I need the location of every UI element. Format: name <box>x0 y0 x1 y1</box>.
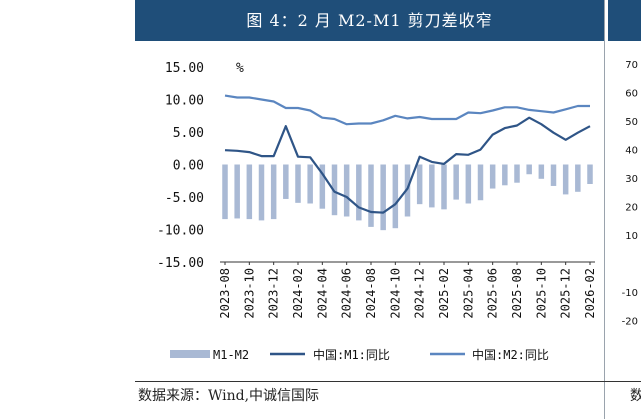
bar-m1-m2 <box>356 164 362 221</box>
bar-m1-m2 <box>587 164 593 184</box>
x-tick-label: 2026-02 <box>583 268 597 319</box>
chart-title: 图 4：2 月 M2-M1 剪刀差收窄 <box>246 11 493 30</box>
legend-label-m1: 中国:M1:同比 <box>313 347 390 362</box>
x-tick-label: 2024-12 <box>413 268 427 319</box>
bar-m1-m2 <box>429 164 435 208</box>
x-tick-label: 2025-10 <box>534 268 548 319</box>
bar-m1-m2 <box>550 164 557 186</box>
bar-m1-m2 <box>222 164 228 220</box>
right-chart-y-tick: 10 <box>625 231 638 242</box>
bar-m1-m2 <box>380 164 386 231</box>
line-m2-yoy <box>224 94 590 126</box>
bar-m1-m2 <box>477 164 484 201</box>
x-tick-label: 2025-08 <box>510 268 524 319</box>
bar-m1-m2 <box>526 164 532 175</box>
bar-m1-m2 <box>453 164 459 200</box>
right-chart-title-bar <box>608 0 641 41</box>
x-tick-label: 2024-06 <box>340 268 354 319</box>
legend-label-m2: 中国:M2:同比 <box>472 347 549 362</box>
bar-m1-m2 <box>489 164 496 189</box>
bar-m1-m2 <box>343 164 350 217</box>
panel-divider <box>604 0 605 419</box>
x-tick-label: 2025-12 <box>559 268 573 319</box>
legend-label-m1-m2: M1-M2 <box>213 348 249 362</box>
bar-m1-m2 <box>270 164 277 220</box>
y-tick-label: 5.00 <box>173 126 204 141</box>
bar-m1-m2 <box>416 164 423 205</box>
right-chart-y-tick: 30 <box>625 174 638 185</box>
bar-m1-m2 <box>538 164 545 179</box>
x-tick-label: 2025-06 <box>486 268 500 319</box>
x-tick-label: 2023-12 <box>267 268 281 319</box>
bar-m1-m2 <box>575 164 581 192</box>
line-m1-yoy <box>224 116 591 214</box>
bar-m1-m2 <box>295 164 301 203</box>
right-chart-y-tick: 70 <box>625 60 638 71</box>
right-chart-y-tick: 60 <box>625 89 638 100</box>
bar-m1-m2 <box>234 164 240 219</box>
bar-m1-m2 <box>514 164 520 183</box>
source-divider <box>135 381 641 382</box>
y-tick-label: 15.00 <box>165 61 204 76</box>
bar-m1-m2 <box>392 164 399 229</box>
x-tick-label: 2024-08 <box>364 268 378 319</box>
bar-m1-m2 <box>258 164 265 221</box>
y-tick-label: -15.00 <box>157 256 204 271</box>
data-source: 数据来源：Wind,中诚信国际 <box>138 388 320 404</box>
x-tick-label: 2024-10 <box>388 268 402 319</box>
bar-m1-m2 <box>562 164 569 195</box>
x-tick-label: 2025-02 <box>437 268 451 319</box>
right-chart-y-tick: 40 <box>625 146 638 157</box>
bar-m1-m2 <box>307 164 313 204</box>
chart-title-bar: 图 4：2 月 M2-M1 剪刀差收窄 <box>135 0 604 41</box>
y-axis-unit: % <box>236 61 244 76</box>
right-chart-y-tick: -10 <box>622 288 638 299</box>
y-tick-label: 0.00 <box>173 159 204 174</box>
y-tick-label: 10.00 <box>165 94 204 109</box>
x-tick-label: 2023-08 <box>218 268 232 319</box>
bar-m1-m2 <box>368 164 374 227</box>
bar-m1-m2 <box>465 164 472 204</box>
x-tick-label: 2024-02 <box>291 268 305 319</box>
bar-m1-m2 <box>319 164 326 209</box>
y-tick-label: -10.00 <box>157 224 204 239</box>
bar-m1-m2 <box>404 164 411 217</box>
x-tick-label: 2023-10 <box>242 268 256 319</box>
x-tick-label: 2025-04 <box>461 268 475 319</box>
right-chart-y-tick: 20 <box>625 203 638 214</box>
y-tick-label: -5.00 <box>165 191 204 206</box>
legend-swatch-m1-m2 <box>170 350 210 358</box>
bar-m1-m2 <box>283 164 289 199</box>
bar-m1-m2 <box>502 164 508 186</box>
right-chart-y-tick: 50 <box>625 117 638 128</box>
right-chart-y-tick: -20 <box>622 317 638 328</box>
x-tick-label: 2024-04 <box>315 268 329 319</box>
data-source-fragment: 数 <box>630 388 641 404</box>
bar-m1-m2 <box>441 164 447 210</box>
bar-m1-m2 <box>246 164 253 220</box>
